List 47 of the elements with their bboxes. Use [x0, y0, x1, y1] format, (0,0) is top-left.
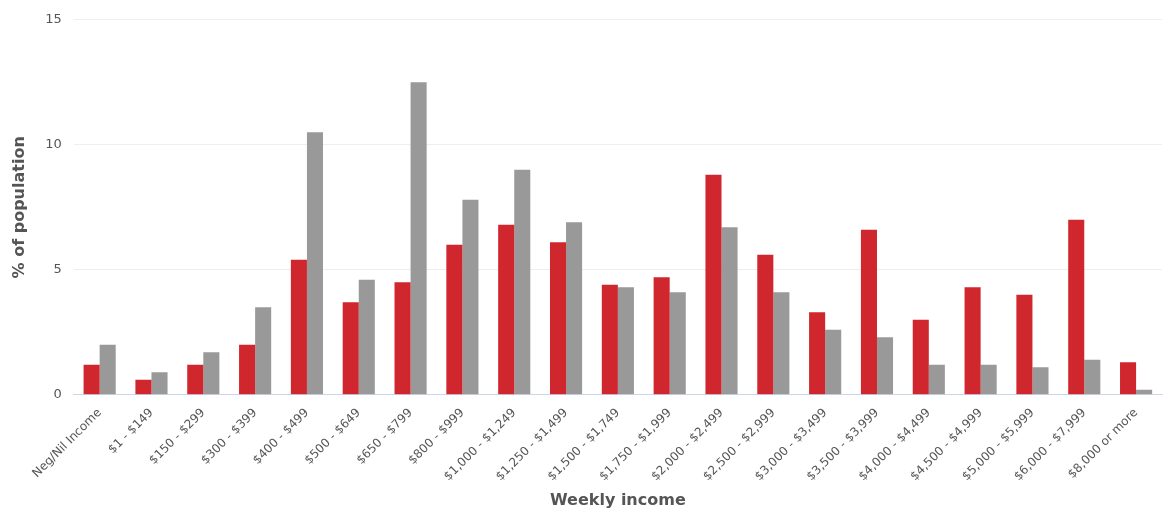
bar [410, 82, 427, 395]
bar [1120, 362, 1137, 395]
bar [1016, 294, 1033, 395]
bar [83, 364, 100, 395]
y-tick-label: 10 [45, 136, 62, 152]
bar [928, 364, 945, 395]
bar [825, 329, 842, 395]
bar [773, 292, 790, 395]
bar [306, 132, 324, 395]
bar [255, 307, 272, 395]
bar [514, 169, 531, 395]
bar [1084, 359, 1101, 395]
bar [203, 352, 220, 395]
bar [860, 229, 877, 395]
bar [151, 372, 168, 395]
bar [99, 344, 116, 395]
x-axis-title: Weekly income [549, 489, 686, 509]
bar [669, 292, 686, 395]
bar [187, 364, 204, 395]
bar [446, 244, 463, 395]
bar [566, 222, 583, 395]
bar [549, 242, 567, 395]
bar [705, 174, 722, 395]
bar [980, 364, 997, 395]
bar [601, 284, 618, 395]
bar [394, 282, 411, 395]
bar [721, 227, 738, 395]
bar [498, 224, 515, 395]
bar [342, 302, 359, 395]
bar [239, 344, 256, 395]
bar [912, 319, 929, 395]
bar [653, 277, 670, 395]
bar [876, 337, 894, 395]
y-tick-label: 15 [45, 11, 62, 27]
bar [757, 254, 774, 395]
bar [964, 287, 981, 395]
bar [1032, 367, 1049, 395]
bar [617, 287, 634, 395]
y-tick-label: 5 [53, 261, 62, 277]
bar [462, 199, 479, 395]
y-tick-label: 0 [53, 386, 62, 402]
bar [290, 259, 307, 395]
bar [135, 379, 152, 395]
bar [1068, 219, 1085, 395]
y-axis-title: % of population [8, 136, 28, 279]
bar [358, 279, 375, 395]
bar [809, 312, 826, 395]
